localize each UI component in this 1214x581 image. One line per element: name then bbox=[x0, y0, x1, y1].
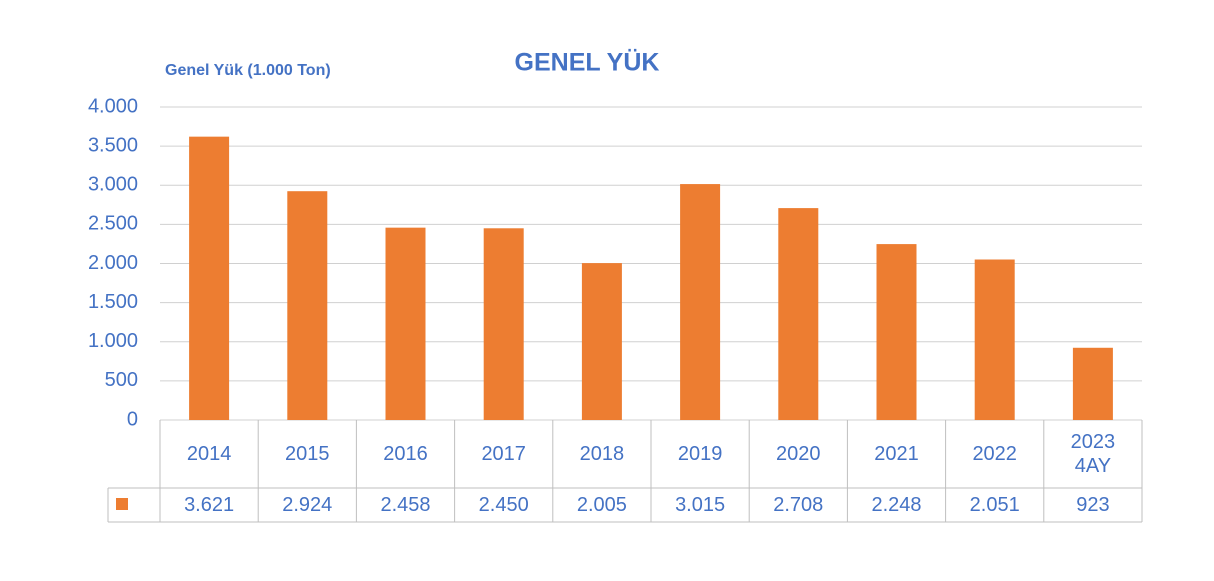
value-label: 2.458 bbox=[380, 494, 431, 516]
x-tick-label: 2020 bbox=[776, 443, 821, 465]
x-tick-label: 2015 bbox=[285, 443, 330, 465]
y-tick-label: 500 bbox=[105, 369, 138, 391]
bar bbox=[483, 228, 524, 420]
value-label: 3.621 bbox=[184, 494, 235, 516]
y-tick-label: 4.000 bbox=[88, 95, 138, 117]
value-label: 2.005 bbox=[576, 494, 627, 516]
bar bbox=[189, 136, 230, 421]
bar bbox=[385, 227, 426, 420]
y-tick-label: 1.500 bbox=[88, 291, 138, 313]
y-tick-label: 3.000 bbox=[88, 174, 138, 196]
x-tick-label: 2019 bbox=[677, 443, 723, 465]
x-tick-label: 2014 bbox=[186, 443, 232, 465]
value-label: 2.924 bbox=[282, 494, 333, 516]
bar bbox=[876, 244, 917, 420]
y-tick-label: 1.000 bbox=[88, 330, 138, 352]
value-label: 923 bbox=[1076, 494, 1110, 516]
y-tick-label: 2.500 bbox=[88, 213, 138, 235]
bar bbox=[1072, 347, 1113, 420]
value-label: 2.248 bbox=[871, 494, 922, 516]
y-axis-label: Genel Yük (1.000 Ton) bbox=[165, 62, 331, 79]
x-tick-label: 2022 bbox=[972, 443, 1017, 465]
x-tick-label: 2023 4AY bbox=[1070, 431, 1116, 477]
bar bbox=[287, 191, 328, 420]
y-tick-label: 0 bbox=[127, 408, 138, 430]
value-label: 2.051 bbox=[969, 494, 1020, 516]
y-tick-label: 2.000 bbox=[88, 252, 138, 274]
bar bbox=[778, 208, 819, 420]
y-tick-label: 3.500 bbox=[88, 134, 138, 156]
value-label: 2.708 bbox=[773, 494, 824, 516]
x-tick-label: 2021 bbox=[874, 443, 919, 465]
bar bbox=[974, 259, 1015, 420]
x-tick-label: 2018 bbox=[579, 443, 625, 465]
x-tick-label: 2016 bbox=[383, 443, 428, 465]
bar bbox=[680, 184, 721, 420]
x-tick-label: 2017 bbox=[481, 443, 526, 465]
legend-swatch bbox=[116, 498, 128, 510]
value-label: 2.450 bbox=[478, 494, 529, 516]
chart-title: GENEL YÜK bbox=[515, 48, 660, 77]
bar bbox=[581, 263, 622, 420]
value-label: 3.015 bbox=[675, 494, 726, 516]
